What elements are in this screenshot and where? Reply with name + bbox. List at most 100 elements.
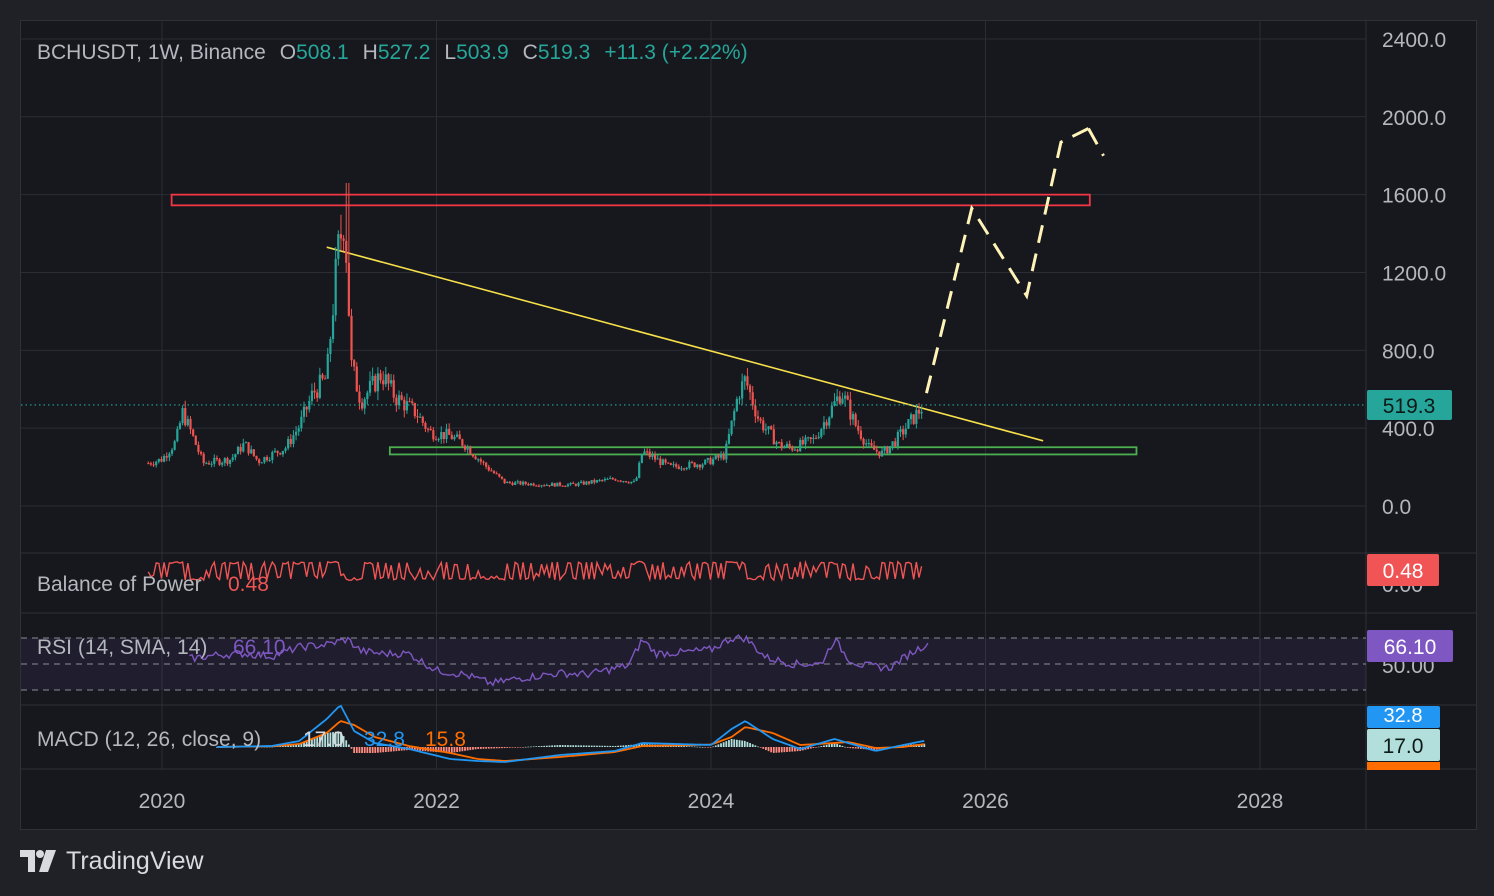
candle-body bbox=[577, 482, 580, 486]
macd-histogram-bar bbox=[730, 739, 733, 747]
macd-histogram-bar bbox=[472, 747, 474, 750]
low-value: 503.9 bbox=[456, 41, 509, 64]
macd-histogram-bar bbox=[780, 747, 783, 753]
candle-body bbox=[463, 445, 467, 450]
macd-histogram-bar bbox=[854, 747, 857, 749]
candle-body bbox=[862, 438, 865, 445]
tradingview-logo[interactable]: TradingView bbox=[20, 846, 204, 876]
candle-body bbox=[527, 483, 530, 486]
price-series bbox=[21, 182, 1366, 488]
candle-body bbox=[147, 463, 150, 465]
macd-histogram-bar bbox=[809, 747, 812, 749]
candle-body bbox=[363, 399, 366, 409]
macd-histogram-bar bbox=[778, 747, 780, 753]
macd-histogram-bar bbox=[735, 739, 738, 747]
candle-body bbox=[324, 378, 327, 380]
candle-body bbox=[173, 441, 176, 450]
candle-body bbox=[498, 473, 501, 477]
macd-histogram-bar bbox=[860, 747, 862, 749]
candle-body bbox=[218, 459, 221, 465]
macd-histogram-bar bbox=[833, 743, 836, 747]
bop-legend: Balance of Power bbox=[37, 573, 202, 596]
candle-body bbox=[706, 458, 709, 460]
candle-body bbox=[712, 459, 715, 465]
candle-body bbox=[537, 485, 541, 487]
candle-body bbox=[828, 417, 831, 426]
candle-body bbox=[192, 429, 195, 436]
rsi-tag-text: 66.10 bbox=[1384, 636, 1437, 659]
candle-body bbox=[487, 466, 490, 471]
macd-line bbox=[216, 704, 925, 763]
candle-body bbox=[682, 468, 686, 470]
candle-body bbox=[287, 438, 290, 449]
macd-histogram-bar bbox=[445, 747, 448, 753]
macd-histogram-bar bbox=[527, 746, 530, 748]
macd-histogram-bar bbox=[772, 747, 775, 753]
macd-histogram-bar bbox=[693, 746, 696, 748]
x-tick-label: 2022 bbox=[413, 790, 460, 813]
candle-body bbox=[358, 391, 361, 403]
macd-histogram-bar bbox=[828, 744, 831, 747]
macd-histogram-bar bbox=[506, 747, 509, 748]
candle-body bbox=[870, 443, 873, 446]
candle-body bbox=[609, 478, 612, 480]
candle-body bbox=[453, 436, 456, 440]
macd-histogram-bar bbox=[923, 743, 926, 747]
candle-body bbox=[244, 442, 248, 444]
candle-body bbox=[709, 458, 712, 465]
candle-body bbox=[455, 434, 459, 437]
candle-body bbox=[382, 380, 385, 385]
candle-body bbox=[384, 374, 387, 385]
chart-canvas[interactable]: 2020 2022 2024 2026 2028 2400.0 2000.0 1600.0 12… bbox=[21, 21, 1476, 829]
candle-body bbox=[809, 437, 812, 440]
macd-histogram-bar bbox=[741, 740, 744, 747]
macd-histogram-bar bbox=[738, 740, 741, 747]
projection-path bbox=[925, 127, 1090, 394]
macd-histogram-bar bbox=[617, 745, 619, 747]
candle-body bbox=[450, 434, 453, 440]
macd-histogram-bar bbox=[590, 745, 593, 747]
candle-body bbox=[442, 432, 445, 440]
candle-body bbox=[601, 480, 604, 482]
candle-body bbox=[305, 406, 308, 410]
macd-histogram-bar bbox=[714, 745, 717, 747]
macd-histogram-bar bbox=[619, 745, 622, 747]
candle-body bbox=[178, 423, 182, 429]
candle-body bbox=[680, 468, 683, 470]
candle-body bbox=[904, 428, 907, 435]
macd-histogram-bar bbox=[582, 745, 585, 747]
drawings[interactable] bbox=[170, 127, 1138, 456]
candle-body bbox=[907, 419, 910, 429]
candle-body bbox=[764, 429, 767, 431]
macd-histogram-bar bbox=[390, 747, 393, 752]
candle-body bbox=[640, 454, 643, 463]
macd-histogram-bar bbox=[519, 747, 522, 748]
axes: 2020 2022 2024 2026 2028 2400.0 2000.0 1600.0 12… bbox=[139, 29, 1447, 813]
macd-histogram-bar bbox=[366, 747, 369, 753]
grid bbox=[21, 21, 1476, 829]
candle-body bbox=[688, 461, 691, 468]
macd-histogram-bar bbox=[347, 744, 350, 747]
candle-body bbox=[651, 454, 654, 458]
macd-histogram-bar bbox=[817, 746, 820, 748]
macd-histogram-bar bbox=[308, 739, 311, 747]
symbol-label: BCHUSDT, 1W, Binance bbox=[37, 41, 266, 64]
macd-histogram-bar bbox=[598, 745, 601, 747]
candle-body bbox=[556, 482, 559, 487]
macd-histogram-bar bbox=[749, 743, 751, 747]
candle-body bbox=[733, 410, 736, 421]
candle-body bbox=[754, 405, 757, 417]
candle-body bbox=[215, 457, 218, 460]
macd-histogram-bar bbox=[448, 747, 451, 753]
candle-body bbox=[558, 482, 562, 486]
tradingview-logo-icon bbox=[20, 850, 56, 872]
candle-body bbox=[207, 463, 211, 465]
candle-body bbox=[730, 420, 733, 435]
candle-body bbox=[638, 462, 641, 478]
open-value: 508.1 bbox=[296, 41, 349, 64]
macd-histogram-bar bbox=[477, 747, 480, 749]
macd-histogram-bar bbox=[902, 745, 905, 747]
candle-body bbox=[846, 395, 849, 400]
candle-body bbox=[611, 478, 614, 480]
candle-body bbox=[197, 444, 200, 452]
